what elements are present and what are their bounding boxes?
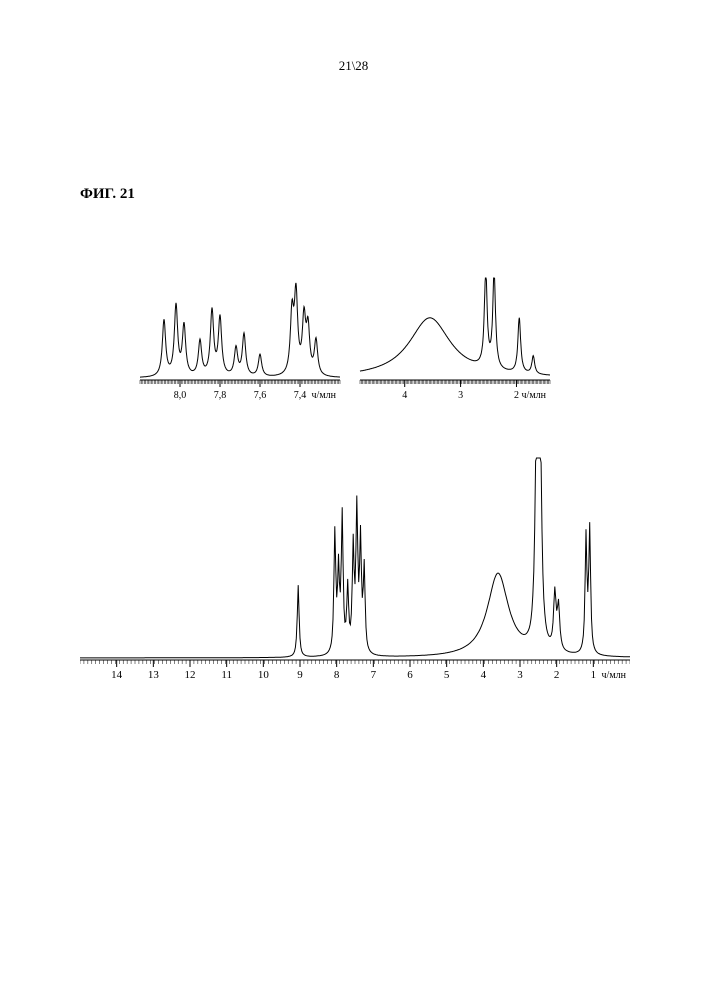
- svg-text:9: 9: [297, 669, 303, 681]
- svg-text:1: 1: [591, 669, 597, 681]
- svg-text:3: 3: [517, 669, 523, 681]
- svg-text:14: 14: [111, 669, 123, 681]
- svg-text:11: 11: [221, 669, 232, 681]
- svg-text:7,4: 7,4: [294, 390, 307, 401]
- svg-text:2: 2: [514, 390, 519, 401]
- svg-text:4: 4: [481, 669, 487, 681]
- svg-text:3: 3: [458, 390, 463, 401]
- page-number: 21\28: [0, 58, 707, 74]
- svg-text:4: 4: [402, 390, 407, 401]
- svg-text:7: 7: [371, 669, 377, 681]
- svg-text:8,0: 8,0: [174, 390, 187, 401]
- svg-text:ч/млн: ч/млн: [522, 390, 547, 401]
- svg-text:7,8: 7,8: [214, 390, 227, 401]
- svg-text:8: 8: [334, 669, 340, 681]
- svg-text:7,6: 7,6: [254, 390, 267, 401]
- svg-text:ч/млн: ч/млн: [312, 390, 337, 401]
- svg-text:2: 2: [554, 669, 560, 681]
- nmr-svg: 8,07,87,67,4ч/млн432ч/млн141312111098765…: [80, 236, 630, 686]
- svg-text:10: 10: [258, 669, 270, 681]
- page: 21\28 ФИГ. 21 8,07,87,67,4ч/млн432ч/млн1…: [0, 0, 707, 1000]
- svg-text:12: 12: [185, 669, 196, 681]
- svg-text:13: 13: [148, 669, 160, 681]
- figure-label: ФИГ. 21: [80, 186, 135, 203]
- svg-text:5: 5: [444, 669, 450, 681]
- nmr-figure: 8,07,87,67,4ч/млн432ч/млн141312111098765…: [80, 236, 630, 686]
- svg-text:ч/млн: ч/млн: [602, 670, 627, 681]
- svg-text:6: 6: [407, 669, 413, 681]
